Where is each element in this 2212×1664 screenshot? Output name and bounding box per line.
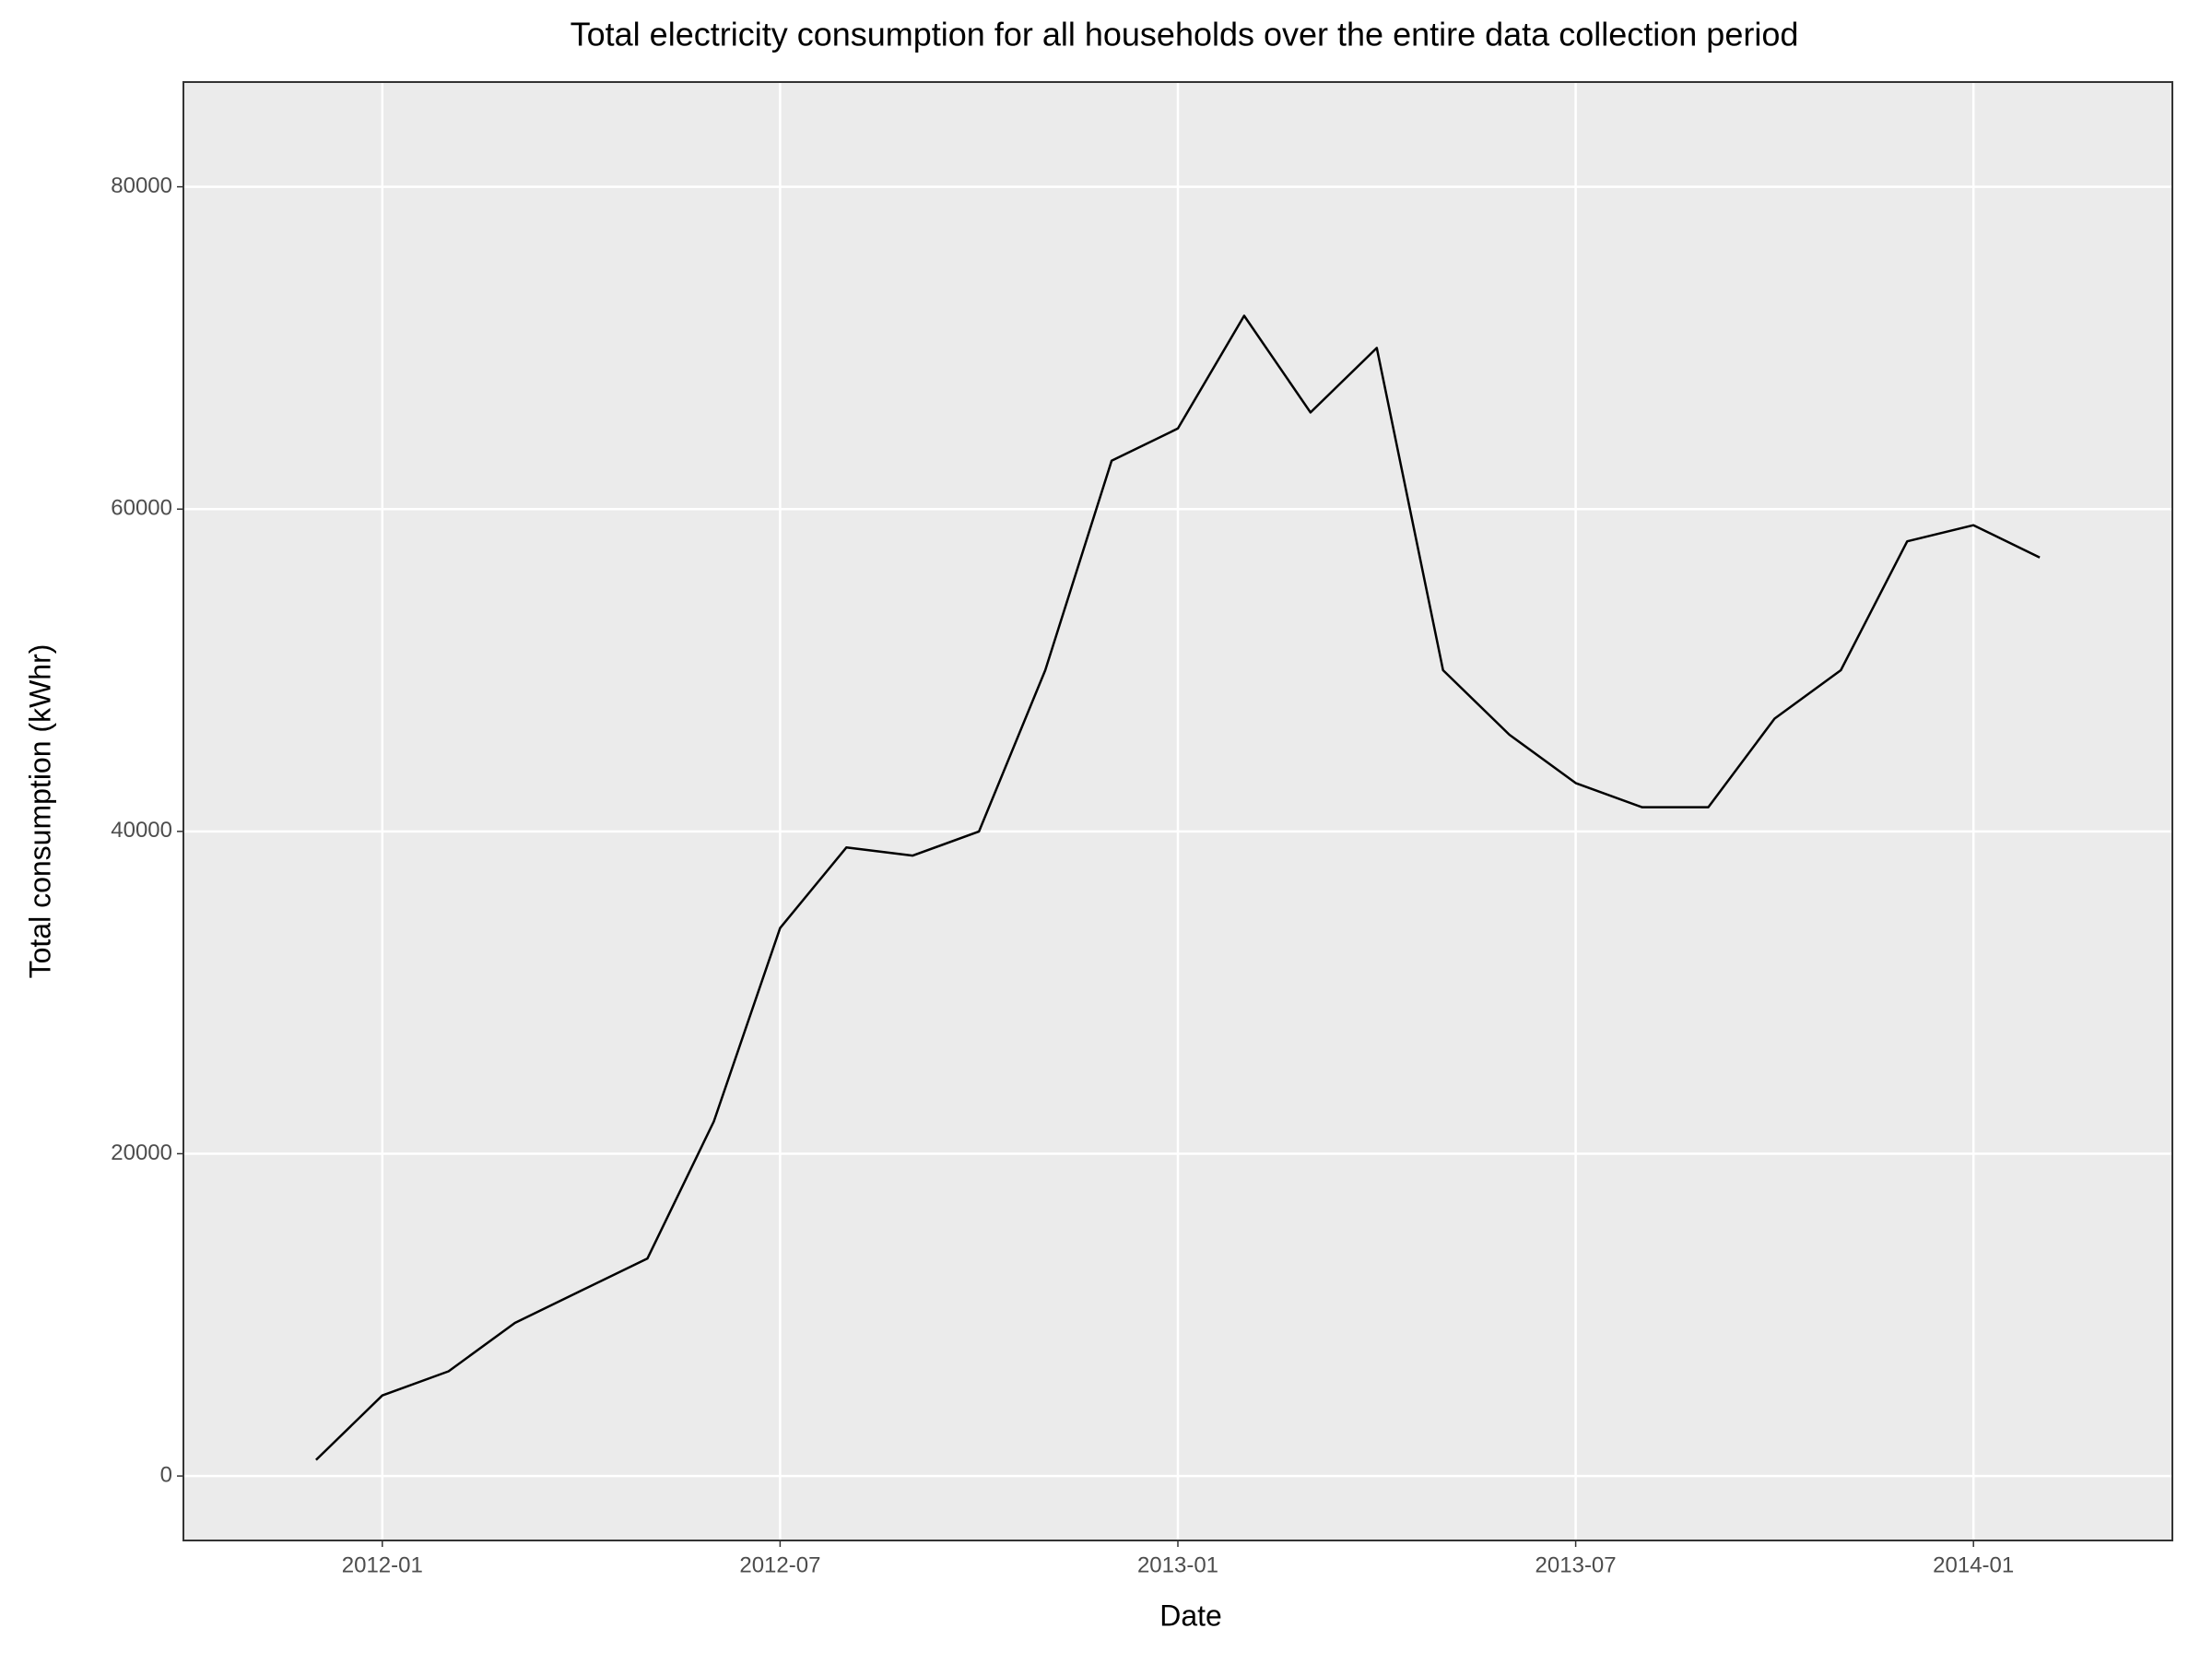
data-line [315, 314, 2041, 1461]
x-tick-label: 2013-07 [1535, 1552, 1617, 1577]
y-tick-label: 40000 [111, 818, 172, 843]
x-tick-label: 2012-07 [739, 1552, 820, 1577]
x-tick-label: 2012-01 [342, 1552, 423, 1577]
x-axis-label: Date [1159, 1599, 1222, 1632]
y-tick-label: 20000 [111, 1140, 172, 1165]
plot-border [182, 81, 2173, 1541]
y-tick-label: 0 [160, 1462, 172, 1487]
y-tick-label: 60000 [111, 496, 172, 521]
y-axis-label: Total consumption (kWhr) [23, 644, 56, 979]
x-tick-label: 2014-01 [1933, 1552, 2014, 1577]
y-tick-label: 80000 [111, 173, 172, 198]
chart-title: Total electricity consumption for all ho… [571, 16, 1799, 53]
x-tick-label: 2013-01 [1137, 1552, 1218, 1577]
